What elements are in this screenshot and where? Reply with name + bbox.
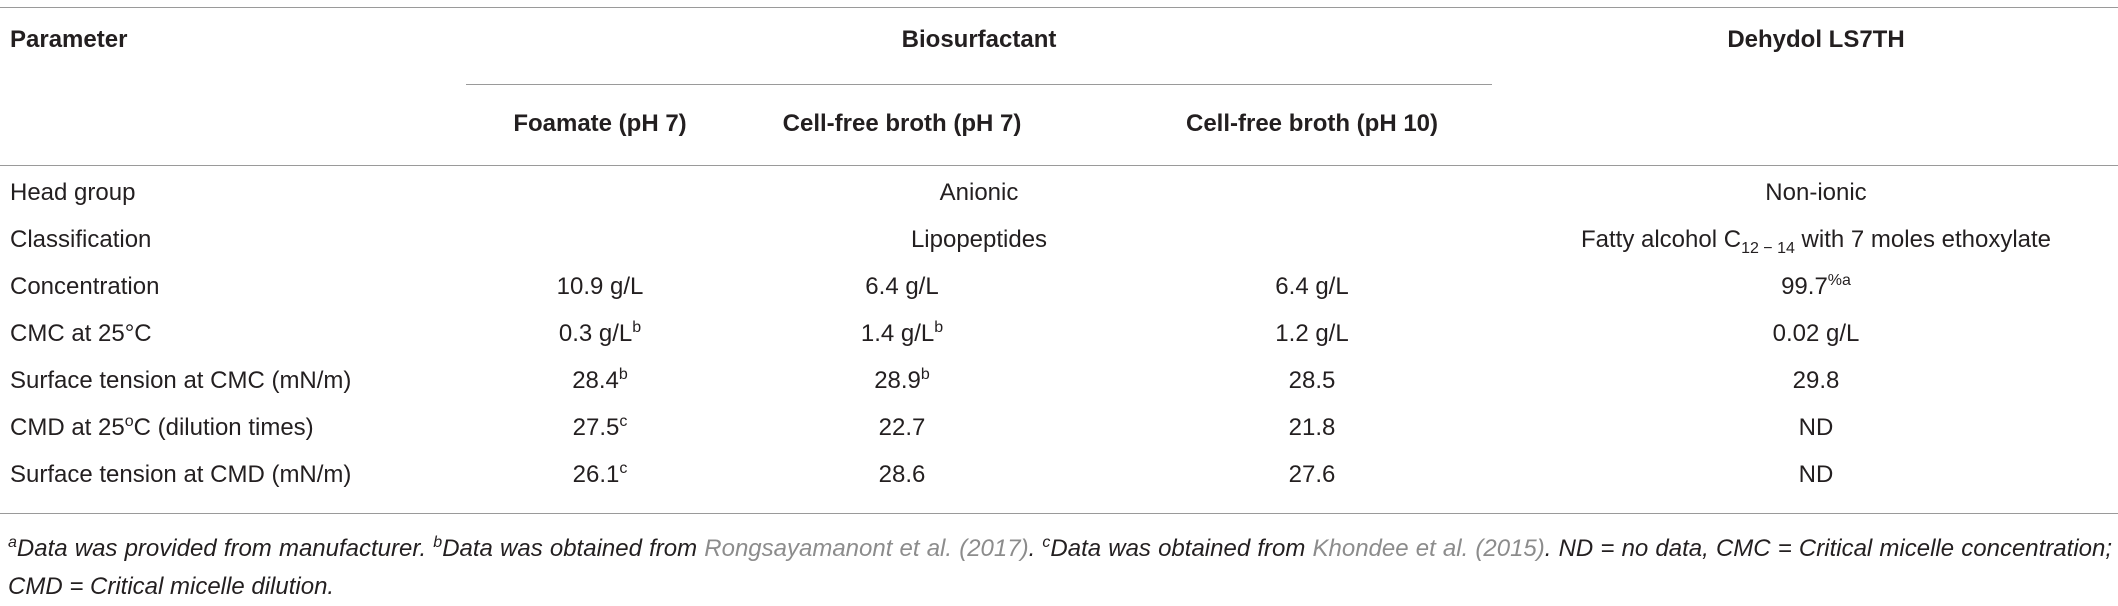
text: Concentration (10, 273, 160, 300)
superscript: o (124, 413, 134, 430)
column-header: Cell-free broth (pH 7) (782, 110, 1022, 137)
table-cell: 99.7%a (1781, 272, 1851, 300)
text: 0.02 g/L (1772, 320, 1860, 347)
reference-link: Rongsayamanont et al. (2017) (704, 535, 1029, 562)
text: 28.9 (874, 367, 921, 394)
row-label: Surface tension at CMC (mN/m) (10, 369, 351, 393)
table-cell: Lipopeptides (911, 228, 1047, 252)
header-reference: Dehydol LS7TH (1727, 26, 1905, 53)
text: 22.7 (878, 414, 926, 441)
table-cell: 28.4b (572, 366, 628, 394)
table-cell: ND (1799, 416, 1834, 440)
header-parameter: Parameter (10, 26, 128, 53)
table-cell: Fatty alcohol C12 − 14 with 7 moles etho… (1580, 226, 2052, 257)
text: 29.8 (1792, 367, 1840, 394)
text: C (dilution times) (133, 414, 314, 441)
superscript: b (618, 366, 628, 383)
text: Surface tension at CMD (mN/m) (10, 461, 352, 488)
text: 27.5 (572, 414, 620, 441)
superscript: c (619, 413, 628, 430)
table-cell: ND (1799, 463, 1834, 487)
table-cell: 10.9 g/L (557, 275, 644, 299)
table-cell: 1.2 g/L (1275, 322, 1348, 346)
group-rule (466, 84, 1492, 85)
table-cell: Anionic (940, 181, 1019, 205)
bottom-rule (0, 513, 2118, 514)
reference-link: Khondee et al. (2015) (1312, 535, 1545, 562)
superscript: b (433, 534, 443, 551)
text: . (1028, 535, 1043, 562)
table-cell: 27.6 (1289, 463, 1336, 487)
text: Classification (10, 226, 152, 253)
text: Lipopeptides (910, 226, 1048, 253)
table-cell: 22.7 (879, 416, 926, 440)
superscript: b (934, 319, 944, 336)
row-label: CMC at 25°C (10, 322, 152, 346)
column-header: Foamate (pH 7) (513, 110, 687, 137)
table-cell: 6.4 g/L (865, 275, 938, 299)
text: Anionic (939, 179, 1019, 206)
text: 28.4 (572, 367, 619, 394)
header-group: Biosurfactant (901, 26, 1057, 53)
header-rule (0, 165, 2118, 166)
superscript: c (619, 460, 628, 477)
text: 10.9 g/L (556, 273, 644, 300)
text: 28.6 (878, 461, 926, 488)
text: Surface tension at CMC (mN/m) (10, 367, 352, 394)
superscript: a (8, 534, 17, 551)
text: 99.7 (1781, 273, 1828, 300)
text: Data was provided from manufacturer. (16, 535, 434, 562)
table-cell: 6.4 g/L (1275, 275, 1348, 299)
text: 27.6 (1288, 461, 1336, 488)
table-cell: 0.3 g/Lb (558, 319, 642, 347)
superscript: b (920, 366, 930, 383)
table-cell: 27.5c (572, 413, 628, 441)
superscript: b (632, 319, 642, 336)
text: 26.1 (572, 461, 620, 488)
text: 0.3 g/L (558, 320, 633, 347)
table-cell: 28.6 (879, 463, 926, 487)
text: Fatty alcohol C (1580, 226, 1742, 253)
row-label: Classification (10, 228, 151, 252)
text: 6.4 g/L (1275, 273, 1349, 300)
row-label: Head group (10, 181, 135, 205)
text: Head group (10, 179, 136, 206)
table-cell: 1.4 g/Lb (860, 319, 944, 347)
table-cell: 26.1c (572, 460, 628, 488)
table-cell: Non-ionic (1765, 181, 1866, 205)
column-header: Cell-free broth (pH 10) (1185, 110, 1439, 137)
table-cell: 28.9b (874, 366, 930, 394)
text: 6.4 g/L (865, 273, 939, 300)
row-label: Surface tension at CMD (mN/m) (10, 463, 351, 487)
text: 1.4 g/L (860, 320, 935, 347)
superscript: %a (1827, 272, 1851, 289)
superscript: c (1042, 534, 1051, 551)
table-cell: 28.5 (1289, 369, 1336, 393)
row-label: Concentration (10, 275, 159, 299)
text: ND (1798, 461, 1834, 488)
text: 21.8 (1288, 414, 1336, 441)
table-cell: 21.8 (1289, 416, 1336, 440)
text: with 7 moles ethoxylate (1794, 226, 2052, 253)
text: . ND = no data, CMC = Critical micelle c… (8, 535, 2113, 600)
footnote: aData was provided from manufacturer. bD… (8, 530, 2112, 606)
table-cell: 0.02 g/L (1773, 322, 1860, 346)
row-label: CMD at 25oC (dilution times) (10, 413, 314, 441)
text: ND (1798, 414, 1834, 441)
text: Non-ionic (1765, 179, 1867, 206)
text: Data was obtained from (1050, 535, 1313, 562)
text: CMD at 25 (10, 414, 125, 441)
subscript: 12 − 14 (1741, 239, 1795, 257)
table-cell: 29.8 (1793, 369, 1840, 393)
text: Data was obtained from (442, 535, 705, 562)
text: 1.2 g/L (1275, 320, 1349, 347)
text: CMC at 25°C (10, 320, 152, 347)
text: 28.5 (1288, 367, 1336, 394)
top-rule (0, 7, 2118, 8)
